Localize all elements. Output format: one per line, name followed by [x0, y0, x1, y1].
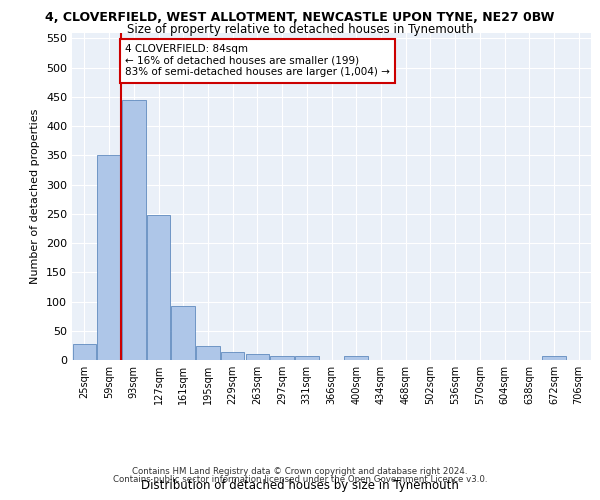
Bar — [172, 306, 195, 360]
Bar — [147, 215, 170, 360]
Text: 4 CLOVERFIELD: 84sqm
← 16% of detached houses are smaller (199)
83% of semi-deta: 4 CLOVERFIELD: 84sqm ← 16% of detached h… — [125, 44, 390, 78]
Bar — [122, 100, 146, 360]
Bar — [73, 344, 96, 360]
Y-axis label: Number of detached properties: Number of detached properties — [31, 108, 40, 284]
Text: Distribution of detached houses by size in Tynemouth: Distribution of detached houses by size … — [141, 480, 459, 492]
Bar — [295, 356, 319, 360]
Bar — [542, 356, 566, 360]
Bar — [221, 352, 244, 360]
Bar — [344, 356, 368, 360]
Bar — [196, 346, 220, 360]
Text: Contains public sector information licensed under the Open Government Licence v3: Contains public sector information licen… — [113, 475, 487, 484]
Bar — [245, 354, 269, 360]
Text: 4, CLOVERFIELD, WEST ALLOTMENT, NEWCASTLE UPON TYNE, NE27 0BW: 4, CLOVERFIELD, WEST ALLOTMENT, NEWCASTL… — [46, 11, 554, 24]
Bar — [97, 156, 121, 360]
Text: Size of property relative to detached houses in Tynemouth: Size of property relative to detached ho… — [127, 22, 473, 36]
Bar — [271, 356, 294, 360]
Text: Contains HM Land Registry data © Crown copyright and database right 2024.: Contains HM Land Registry data © Crown c… — [132, 467, 468, 476]
